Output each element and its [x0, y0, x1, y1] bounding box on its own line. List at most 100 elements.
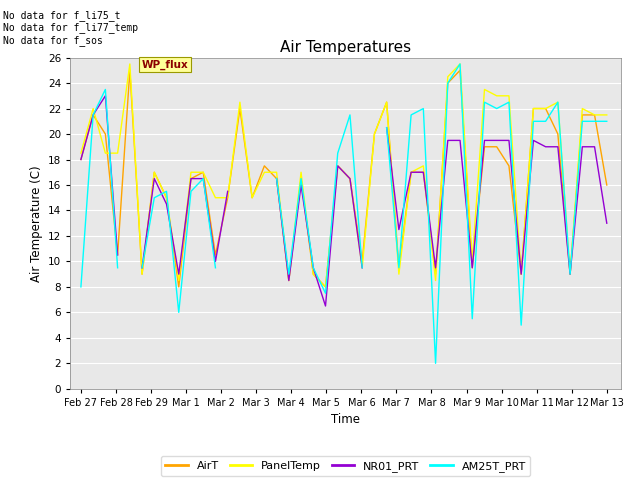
AM25T_PRT: [273, 176, 280, 181]
PanelTemp: [309, 271, 317, 277]
AirT: [126, 68, 134, 73]
NR01_PRT: [163, 201, 170, 207]
AirT: [334, 163, 342, 169]
PanelTemp: [212, 195, 220, 201]
AM25T_PRT: [163, 189, 170, 194]
PanelTemp: [444, 74, 452, 80]
AM25T_PRT: [529, 119, 537, 124]
NR01_PRT: [114, 252, 122, 258]
AM25T_PRT: [90, 112, 97, 118]
AirT: [212, 252, 220, 258]
AM25T_PRT: [468, 316, 476, 322]
AirT: [273, 176, 280, 181]
AirT: [90, 112, 97, 118]
AM25T_PRT: [493, 106, 500, 111]
AM25T_PRT: [77, 284, 84, 290]
AM25T_PRT: [138, 265, 146, 271]
NR01_PRT: [566, 271, 574, 277]
AirT: [529, 106, 537, 111]
AirT: [285, 277, 292, 283]
AM25T_PRT: [517, 322, 525, 328]
PanelTemp: [456, 61, 464, 67]
AM25T_PRT: [542, 119, 550, 124]
PanelTemp: [505, 93, 513, 99]
NR01_PRT: [493, 138, 500, 144]
NR01_PRT: [358, 265, 366, 271]
Line: AirT: AirT: [81, 71, 607, 287]
AirT: [444, 80, 452, 86]
AirT: [407, 169, 415, 175]
AirT: [554, 131, 562, 137]
PanelTemp: [102, 150, 109, 156]
AirT: [138, 271, 146, 277]
PanelTemp: [554, 99, 562, 105]
NR01_PRT: [212, 259, 220, 264]
AirT: [456, 68, 464, 73]
PanelTemp: [285, 277, 292, 283]
PanelTemp: [175, 277, 182, 283]
AM25T_PRT: [187, 189, 195, 194]
NR01_PRT: [273, 176, 280, 181]
AirT: [371, 131, 378, 137]
NR01_PRT: [297, 182, 305, 188]
AM25T_PRT: [175, 310, 182, 315]
NR01_PRT: [248, 189, 256, 194]
PanelTemp: [187, 169, 195, 175]
AM25T_PRT: [114, 265, 122, 271]
PanelTemp: [468, 259, 476, 264]
Text: WP_flux: WP_flux: [142, 60, 189, 70]
AirT: [566, 271, 574, 277]
PanelTemp: [481, 86, 488, 92]
NR01_PRT: [591, 144, 598, 150]
PanelTemp: [77, 150, 84, 156]
NR01_PRT: [322, 303, 330, 309]
AirT: [517, 271, 525, 277]
AirT: [236, 106, 244, 111]
AirT: [603, 182, 611, 188]
AirT: [346, 176, 354, 181]
AirT: [481, 144, 488, 150]
NR01_PRT: [505, 138, 513, 144]
AM25T_PRT: [456, 61, 464, 67]
NR01_PRT: [432, 265, 440, 271]
AirT: [114, 252, 122, 258]
NR01_PRT: [102, 93, 109, 99]
NR01_PRT: [383, 125, 390, 131]
NR01_PRT: [456, 138, 464, 144]
AirT: [358, 259, 366, 264]
NR01_PRT: [407, 169, 415, 175]
PanelTemp: [383, 99, 390, 105]
AM25T_PRT: [102, 86, 109, 92]
AM25T_PRT: [297, 176, 305, 181]
AM25T_PRT: [407, 112, 415, 118]
AirT: [432, 271, 440, 277]
AM25T_PRT: [579, 119, 586, 124]
PanelTemp: [126, 61, 134, 67]
PanelTemp: [407, 169, 415, 175]
AirT: [309, 271, 317, 277]
AM25T_PRT: [554, 99, 562, 105]
NR01_PRT: [444, 138, 452, 144]
AirT: [322, 284, 330, 290]
X-axis label: Time: Time: [331, 413, 360, 426]
AM25T_PRT: [383, 125, 390, 131]
NR01_PRT: [603, 220, 611, 226]
AM25T_PRT: [358, 265, 366, 271]
AirT: [77, 156, 84, 162]
PanelTemp: [591, 112, 598, 118]
AirT: [102, 131, 109, 137]
AirT: [542, 106, 550, 111]
NR01_PRT: [346, 176, 354, 181]
PanelTemp: [603, 112, 611, 118]
NR01_PRT: [579, 144, 586, 150]
Text: No data for f_li75_t
No data for f_li77_temp
No data for f_sos: No data for f_li75_t No data for f_li77_…: [3, 10, 138, 46]
PanelTemp: [322, 284, 330, 290]
PanelTemp: [236, 99, 244, 105]
NR01_PRT: [200, 176, 207, 181]
PanelTemp: [517, 271, 525, 277]
PanelTemp: [542, 106, 550, 111]
AM25T_PRT: [200, 176, 207, 181]
PanelTemp: [419, 163, 427, 169]
AM25T_PRT: [248, 176, 256, 181]
Title: Air Temperatures: Air Temperatures: [280, 40, 411, 55]
